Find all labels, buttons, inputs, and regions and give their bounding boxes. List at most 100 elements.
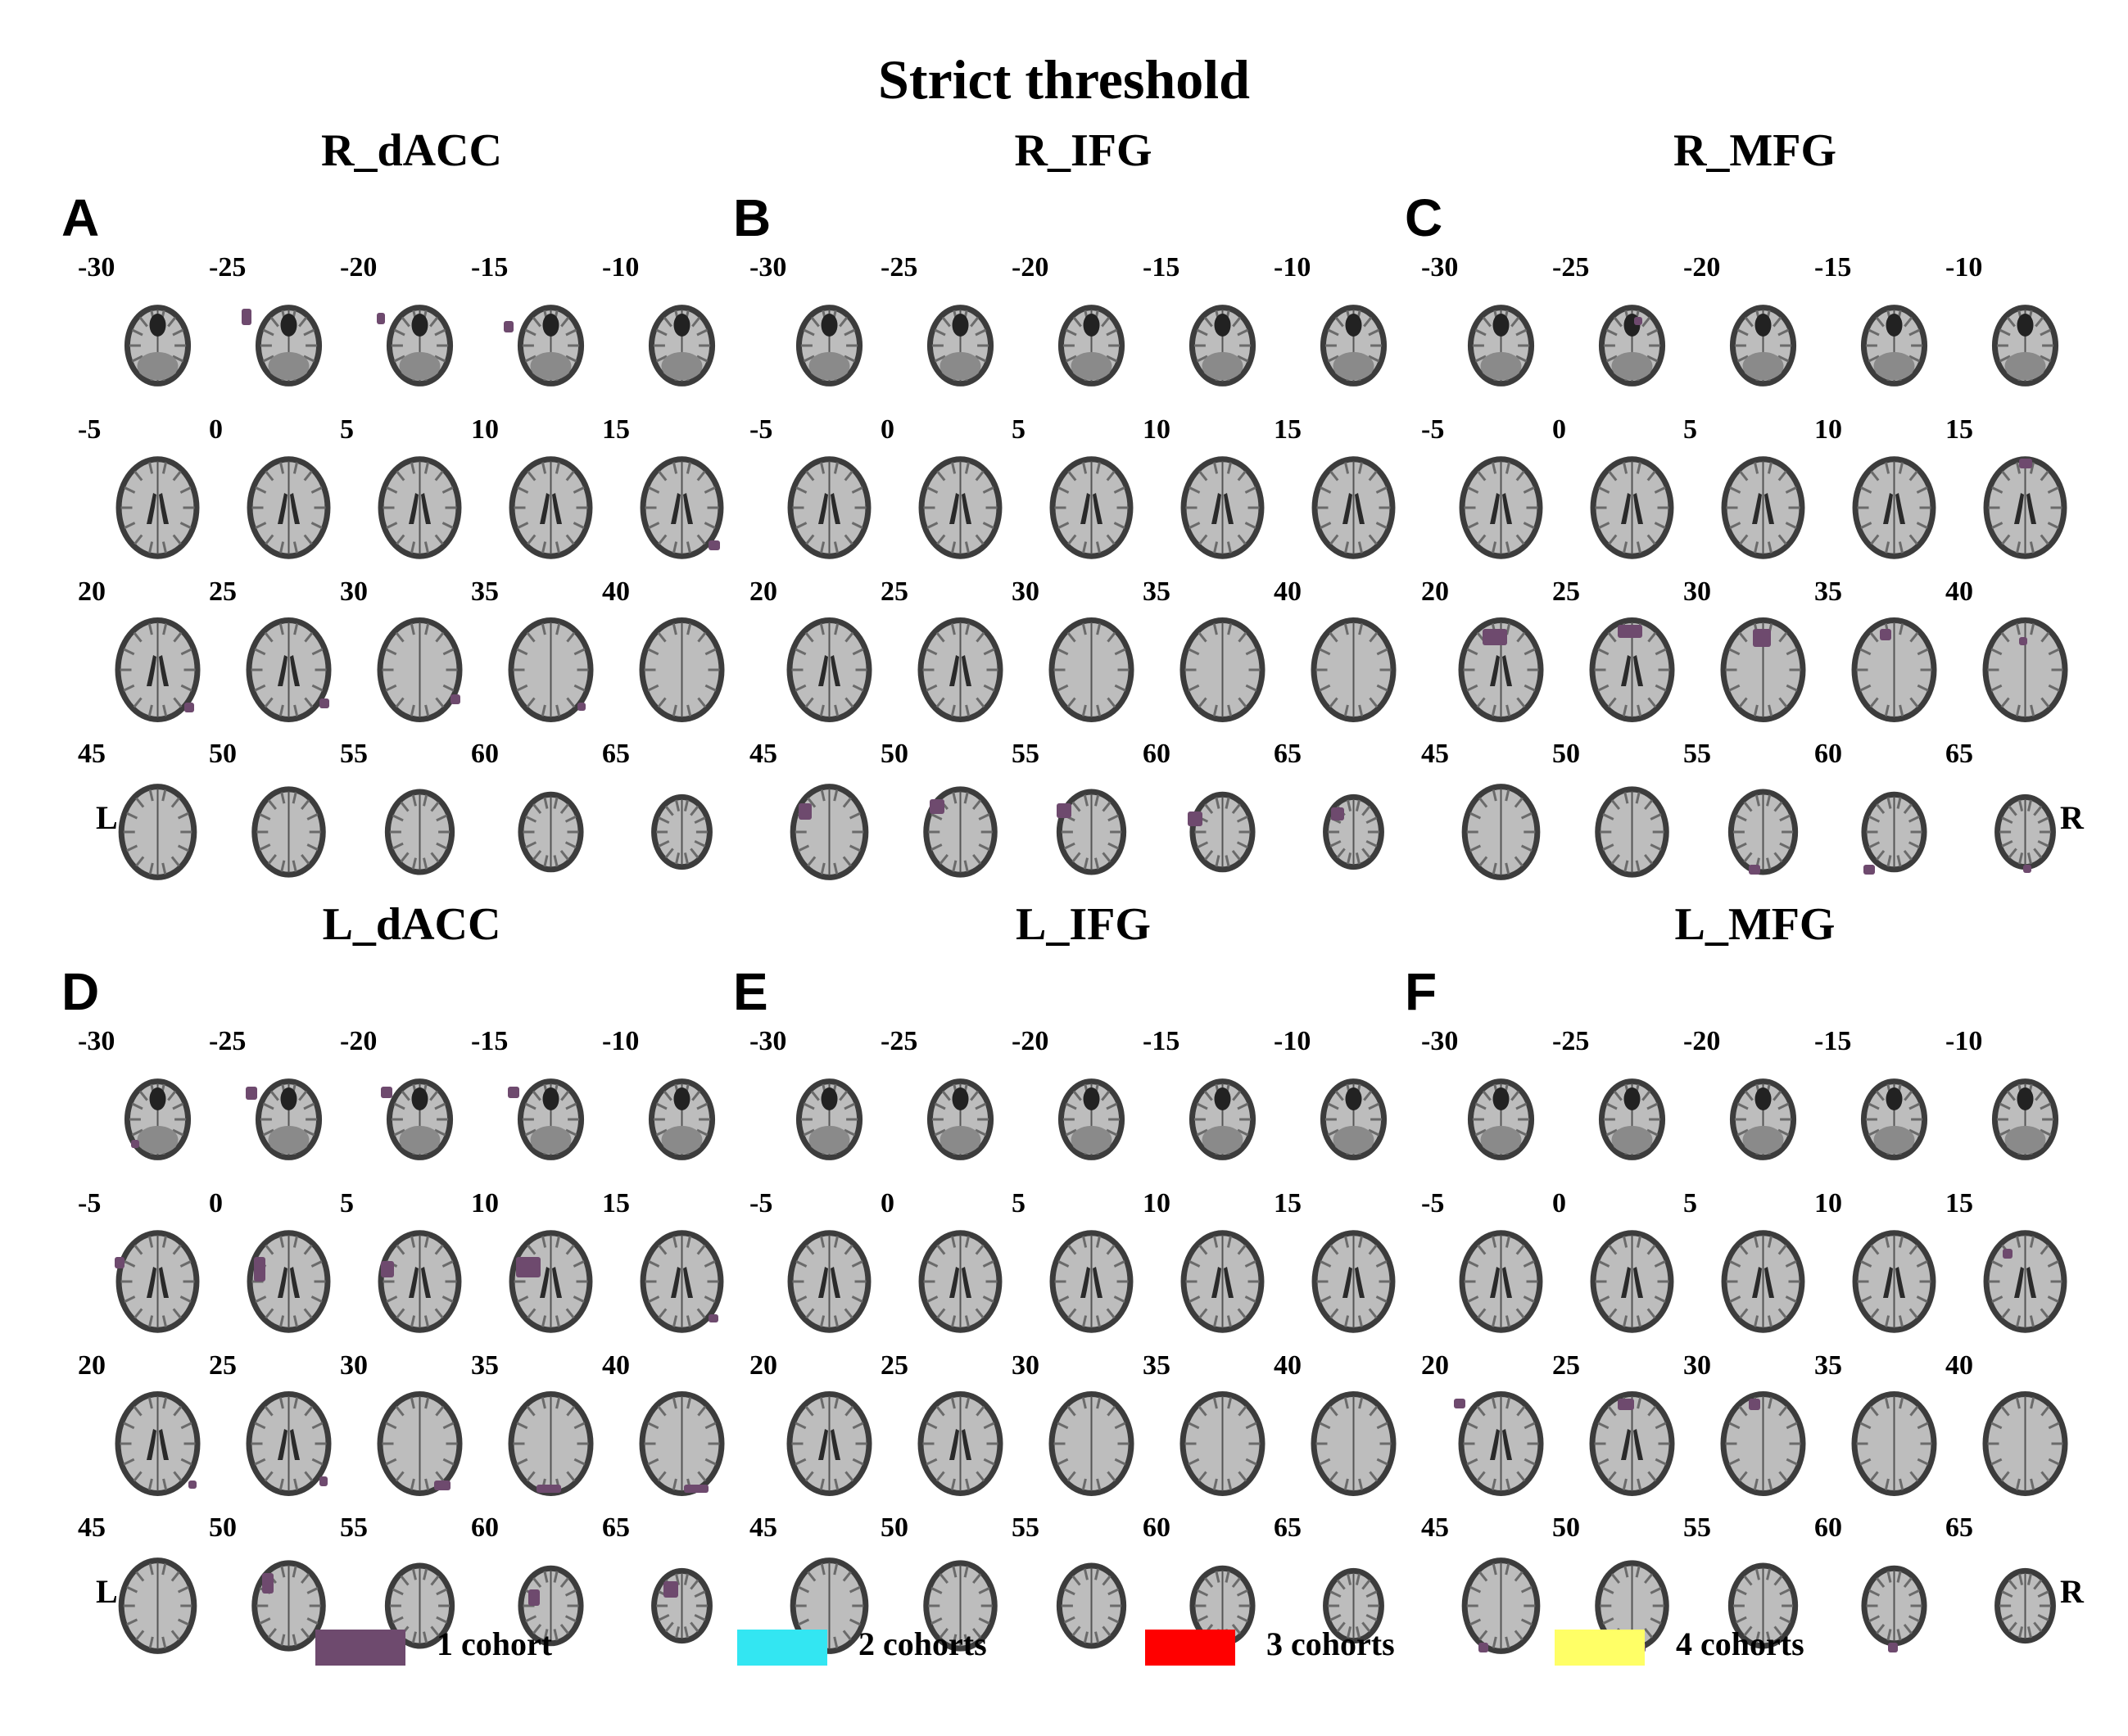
slice-label: 15: [602, 414, 630, 445]
brain-slice: 40: [602, 1352, 733, 1516]
brain-image: [1585, 1062, 1679, 1177]
slice-label: -25: [881, 1026, 918, 1056]
brain-slice: 20: [749, 578, 881, 742]
brain-image: [1175, 1224, 1270, 1339]
slice-grid: -30 -25 -20 -15 -10 -5 0 5 10 15 20 25 30 35 40 45 50 55 6…: [749, 254, 1417, 942]
slice-label: 45: [78, 739, 106, 769]
brain-image: [1454, 1224, 1548, 1339]
brain-slice: 5: [340, 1190, 471, 1354]
slice-label: 5: [1683, 1188, 1697, 1218]
brain-image: [1847, 1062, 1941, 1177]
brain-slice: -15: [1143, 254, 1274, 418]
slice-label: 35: [471, 1350, 499, 1381]
slice-label: 50: [1552, 739, 1580, 769]
slice-label: 0: [1552, 414, 1566, 445]
brain-slice: 60: [1143, 740, 1274, 904]
slice-label: 60: [471, 1512, 499, 1543]
brain-slice: -30: [78, 1028, 209, 1191]
brain-slice: -25: [1552, 254, 1683, 418]
activation-marker: [2003, 1249, 2013, 1259]
brain-slice: 15: [1274, 416, 1405, 580]
brain-image: [1175, 775, 1270, 889]
activation-marker: [319, 1476, 328, 1486]
brain-slice: -5: [78, 1190, 209, 1354]
slice-label: -25: [209, 252, 247, 283]
brain-slice: 65: [602, 1514, 733, 1678]
activation-marker: [1863, 865, 1875, 875]
brain-image: [782, 1386, 876, 1501]
brain-image: [373, 1062, 467, 1177]
brain-slice: 60: [471, 740, 602, 904]
brain-slice: -5: [749, 1190, 881, 1354]
slice-label: -25: [209, 1026, 247, 1056]
slice-label: 0: [881, 1188, 894, 1218]
brain-image: [1454, 1386, 1548, 1501]
brain-slice: 25: [1552, 1352, 1683, 1516]
slice-label: 50: [1552, 1512, 1580, 1543]
slice-label: 60: [1143, 739, 1170, 769]
activation-marker: [246, 1087, 257, 1100]
activation-marker: [709, 1314, 718, 1322]
brain-image: [913, 1386, 1007, 1501]
panel-title: L_IFG: [1016, 899, 1151, 950]
slice-label: 35: [1143, 1350, 1170, 1381]
legend-swatch: [315, 1630, 405, 1666]
legend-label: 4 cohorts: [1676, 1625, 1804, 1662]
brain-image: [1847, 450, 1941, 565]
brain-slice: 65: [602, 740, 733, 904]
brain-slice: 50: [209, 1514, 340, 1678]
brain-image: [1716, 613, 1810, 727]
left-hemisphere-label: L: [96, 799, 118, 836]
slice-label: 55: [1012, 1512, 1039, 1543]
panel-letter: A: [61, 188, 100, 247]
brain-image: [242, 1224, 336, 1339]
brain-slice: -15: [1143, 1028, 1274, 1191]
activation-marker: [1478, 1643, 1488, 1652]
slice-label: 30: [340, 576, 368, 607]
brain-slice: 35: [1143, 578, 1274, 742]
panel-title: R_IFG: [1014, 125, 1152, 176]
brain-slice: 30: [1683, 578, 1814, 742]
brain-slice: 30: [1683, 1352, 1814, 1516]
slice-label: -10: [1274, 1026, 1311, 1056]
brain-slice: 5: [1012, 416, 1143, 580]
slice-label: 55: [340, 1512, 368, 1543]
brain-slice: 35: [1143, 1352, 1274, 1516]
brain-image: [782, 288, 876, 403]
slice-label: -10: [602, 1026, 640, 1056]
brain-image: [1716, 1548, 1810, 1663]
brain-image: [111, 1386, 205, 1501]
activation-marker: [930, 799, 944, 814]
panel-letter: C: [1405, 188, 1443, 247]
brain-image: [1306, 775, 1401, 889]
brain-image: [1306, 1386, 1401, 1501]
brain-image: [1044, 775, 1139, 889]
brain-slice: 50: [209, 740, 340, 904]
brain-slice: 35: [471, 578, 602, 742]
brain-image: [242, 288, 336, 403]
panel-e: L_IFG E -30 -25 -20 -15 -10 -5 0 5 10 15 20 25 30 35 40 4…: [733, 899, 1417, 1724]
brain-slice: -30: [1421, 254, 1552, 418]
slice-label: -25: [881, 252, 918, 283]
brain-slice: 25: [209, 578, 340, 742]
brain-image: [1454, 1062, 1548, 1177]
activation-marker: [2019, 459, 2032, 468]
brain-image: [111, 613, 205, 727]
brain-image: [111, 288, 205, 403]
slice-label: 10: [1814, 1188, 1842, 1218]
slice-label: 40: [602, 576, 630, 607]
brain-slice: 55: [340, 740, 471, 904]
brain-slice: 65: [1274, 1514, 1405, 1678]
slice-label: 45: [749, 1512, 777, 1543]
slice-label: 50: [881, 1512, 908, 1543]
slice-label: 45: [1421, 1512, 1449, 1543]
brain-image: [242, 775, 336, 889]
brain-slice: -10: [1945, 254, 2076, 418]
slice-label: -20: [340, 252, 378, 283]
slice-label: 60: [1814, 1512, 1842, 1543]
slice-label: -20: [1683, 252, 1721, 283]
slice-label: -20: [340, 1026, 378, 1056]
brain-image: [1978, 775, 2072, 889]
brain-image: [1847, 1224, 1941, 1339]
brain-slice: 30: [1012, 578, 1143, 742]
